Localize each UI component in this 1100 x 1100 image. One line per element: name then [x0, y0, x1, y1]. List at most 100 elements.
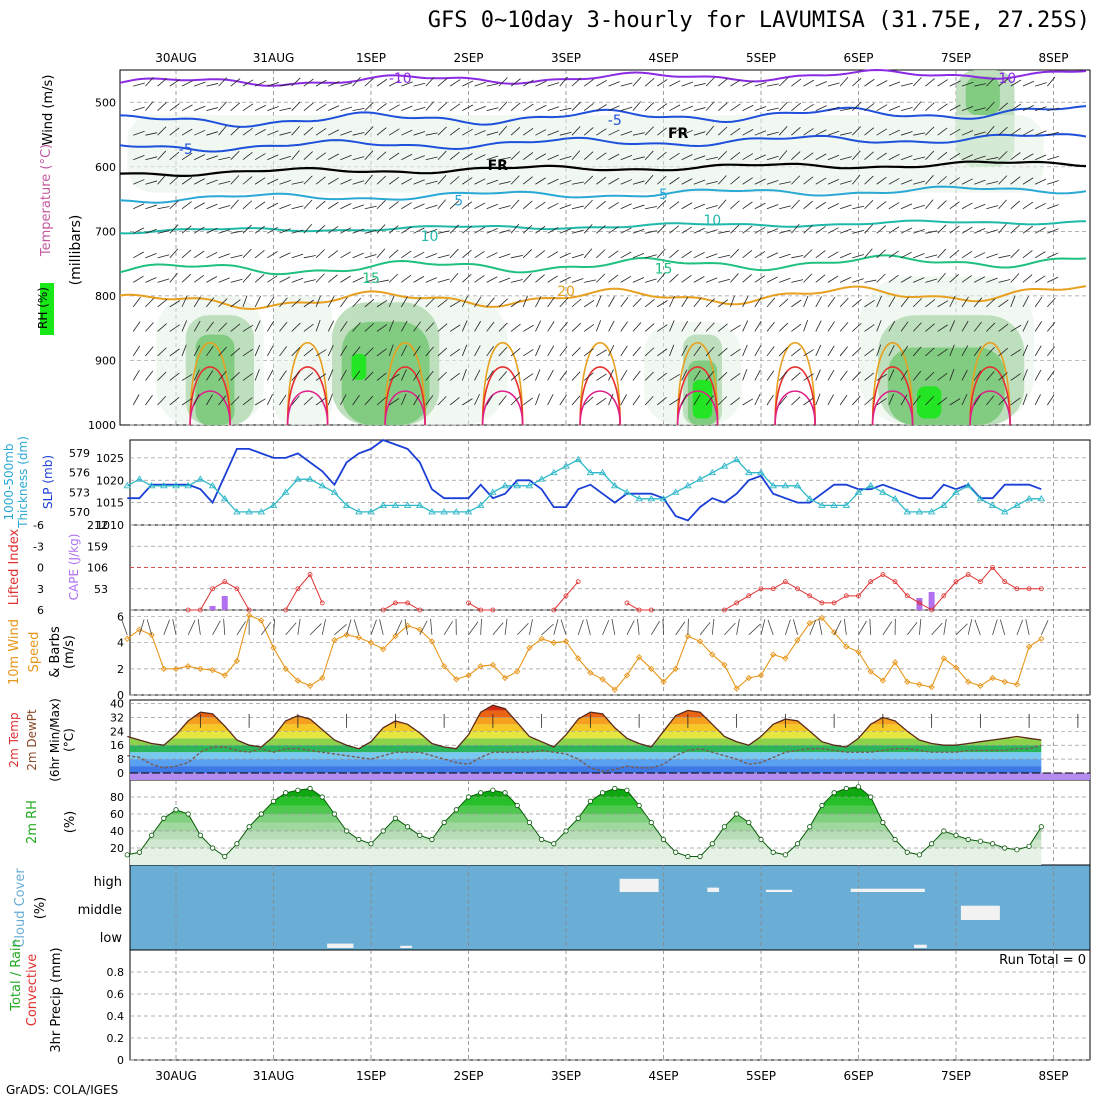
wind-barb	[730, 248, 740, 259]
wind-barb	[315, 295, 321, 308]
wind-barb	[327, 296, 335, 308]
wind-barb	[425, 77, 435, 87]
wind-barb	[328, 250, 339, 259]
wind-barb	[523, 127, 534, 136]
wind-barb	[571, 205, 584, 210]
wind-barb	[931, 622, 943, 636]
rh-marker	[734, 811, 740, 817]
lifted-index-marker	[624, 600, 630, 606]
wind-speed-marker	[757, 672, 765, 679]
wind-barb	[266, 296, 275, 308]
wind-barb	[852, 371, 861, 381]
wind-barb	[1010, 200, 1021, 210]
wind-barb	[973, 276, 985, 283]
ylabel-line: 3hr Precip (mm)	[49, 947, 64, 1052]
wind-barb	[474, 296, 482, 308]
wind-barb	[242, 103, 254, 111]
wind-barb	[754, 154, 766, 161]
wind-barb	[876, 104, 888, 112]
wind-barb	[388, 373, 400, 381]
wind-barb	[474, 154, 486, 161]
wind-barb	[742, 398, 754, 406]
rh-marker	[892, 836, 898, 843]
contour-label: -5	[608, 113, 622, 129]
wind-barb	[584, 279, 597, 283]
date-label-top: 31AUG	[253, 51, 295, 65]
thickness-marker	[440, 508, 448, 515]
thickness-marker	[952, 488, 960, 495]
wind-speed-marker	[514, 668, 521, 675]
rh-marker	[831, 790, 837, 796]
wind-barb	[912, 370, 922, 381]
wind-barb	[669, 249, 679, 259]
wind-barb	[1022, 344, 1029, 357]
contour-label: -5	[179, 142, 193, 158]
wind-barb	[315, 397, 327, 406]
wind-barb	[242, 224, 252, 234]
panel-ylabel: 2m DewPt	[25, 709, 39, 771]
wind-barb	[218, 277, 230, 283]
wind-barb	[242, 295, 248, 308]
wind-barb	[986, 125, 995, 136]
wind-barb	[340, 227, 352, 234]
wind-barb	[425, 322, 435, 332]
wind-barb	[425, 229, 438, 234]
wind-barb	[254, 344, 261, 357]
wind-barb	[449, 248, 459, 259]
wind-barb	[1022, 105, 1034, 112]
wind-barb	[681, 129, 693, 136]
wind-barb	[364, 371, 374, 381]
lifted-index-marker	[210, 586, 215, 592]
y-tick-label: 24	[110, 725, 124, 738]
wind-barb	[145, 101, 154, 111]
wind-barb	[401, 320, 408, 332]
rh-marker	[904, 849, 910, 855]
panel-ylabel: 10m Wind	[7, 619, 22, 685]
wind-barb	[223, 618, 226, 635]
wind-barb	[523, 103, 534, 111]
wind-barb	[766, 346, 775, 357]
wind-barb	[486, 83, 499, 87]
rh-marker	[539, 836, 545, 843]
wind-barb	[864, 324, 875, 332]
wind-barb	[583, 127, 594, 136]
wind-speed-marker	[830, 629, 838, 636]
wind-barb	[133, 251, 144, 259]
rh-band	[130, 805, 1042, 814]
wind-barb	[839, 346, 848, 357]
wind-barb	[784, 619, 791, 635]
wind-barb	[876, 295, 882, 308]
wind-barb	[888, 178, 900, 185]
wind-barb	[266, 369, 274, 381]
wind-barb	[242, 397, 253, 406]
wind-barb	[193, 320, 201, 332]
wind-barb	[169, 127, 180, 136]
wind-barb	[169, 200, 179, 210]
wind-barb	[194, 105, 206, 112]
cloud-block-high	[765, 889, 793, 892]
wind-barb	[145, 132, 158, 136]
wind-barb	[334, 624, 347, 636]
wind-barb	[1010, 324, 1022, 332]
wind-barb	[510, 254, 523, 259]
wind-barb	[522, 224, 533, 234]
wind-barb	[535, 80, 547, 87]
wind-barb	[949, 295, 956, 308]
wind-barb	[766, 83, 779, 87]
wind-barb	[864, 348, 875, 357]
rh-marker	[490, 787, 496, 793]
contour-label: 10	[703, 213, 721, 229]
rh-marker	[246, 824, 252, 830]
panel-ylabel: Temperature (°C)	[39, 144, 54, 257]
wind-barb	[218, 180, 231, 185]
panel-ylabel: Wind (m/s)	[41, 75, 56, 146]
wind-barb	[461, 344, 468, 357]
wind-barb	[230, 78, 241, 87]
wind-barb	[413, 179, 425, 185]
wind-barb	[967, 619, 973, 635]
wind-barb	[462, 177, 473, 185]
wind-barb	[925, 150, 935, 160]
date-label-bottom: 30AUG	[155, 1069, 197, 1083]
wind-barb	[657, 272, 666, 283]
thickness-marker	[330, 488, 339, 495]
